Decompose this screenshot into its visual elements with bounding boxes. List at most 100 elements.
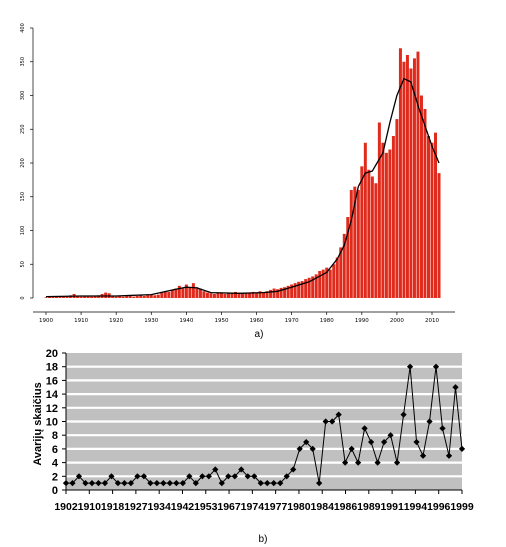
chart-a-bar [388, 149, 392, 298]
chart-a-bar [269, 289, 273, 298]
chart-b-x-tick-label: 1986 [334, 501, 358, 513]
chart-a-bar [104, 292, 108, 298]
chart-a-bar [233, 291, 237, 298]
chart-a-bar [311, 276, 315, 298]
chart-a-bar [286, 285, 290, 298]
chart-a-bar [381, 142, 385, 298]
chart-b-point [296, 445, 303, 453]
chart-a-bar [237, 292, 241, 298]
chart-a-bar [216, 292, 220, 298]
chart-b-x-tick-label: 1927 [124, 501, 148, 513]
chart-a-bar [297, 281, 301, 298]
chart-a-x-tick-label: 1900 [39, 318, 53, 324]
chart-b-caption: b) [259, 534, 268, 545]
chart-a-bar [142, 295, 146, 298]
chart-b-y-tick-label: 16 [46, 375, 58, 387]
chart-b-x-tick-label: 1991 [380, 501, 404, 513]
chart-a-x-tick-label: 1990 [355, 318, 369, 324]
chart-a-bar [244, 292, 248, 298]
chart-a-bar [416, 51, 420, 298]
chart-b-x-ticks: 1902 1910 1918 1927 1934 1942 1953 1967 1974 1977… [54, 490, 474, 513]
chart-b-x-tick-label: 1918 [101, 501, 125, 513]
chart-b-point [374, 459, 381, 466]
chart-a-bar [79, 296, 83, 298]
chart-b-y-tick-label: 12 [46, 403, 58, 415]
chart-a-bar [135, 295, 139, 298]
chart-a-bar [248, 293, 252, 298]
chart-a-bar [149, 294, 153, 298]
chart-a-bar [377, 122, 381, 298]
chart-a-bar [44, 297, 48, 298]
chart-a-bar [395, 119, 399, 298]
chart-b-point [218, 480, 225, 487]
chart-b-point [329, 418, 336, 425]
chart-a-x-ticks: 1900 1910 1920 1930 1940 1950 1960 1970 1980 1990… [39, 312, 439, 324]
chart-b-point [368, 438, 375, 446]
chart-a-bar [139, 295, 143, 298]
chart-a-x-tick-label: 1920 [109, 318, 123, 324]
chart-b-point [406, 363, 414, 370]
chart-b-y-tick-label: 0 [52, 485, 58, 497]
chart-b-point [147, 480, 154, 487]
chart-a-y-ticks: 0 50 100 150 200 250 300 350 400 [20, 23, 33, 300]
chart-a-bar [398, 48, 402, 298]
chart-a-bar [97, 295, 101, 298]
chart-b-x-tick-label: 1902 [54, 501, 78, 513]
chart-a-bar [156, 294, 160, 298]
chart-a-bar [293, 283, 297, 298]
chart-a-bar [65, 295, 69, 298]
chart-a-bar [125, 295, 129, 298]
chart-b-x-tick-label: 1934 [147, 501, 171, 513]
chart-a-bar [391, 136, 395, 298]
chart-b-y-tick-label: 10 [46, 417, 58, 429]
chart-a-bar [121, 296, 125, 298]
chart-b-point [426, 418, 433, 425]
chart-a-bar [353, 186, 357, 298]
chart-b-x-tick-label: 1994 [404, 501, 428, 513]
chart-b-y-tick-label: 4 [52, 458, 59, 470]
chart-a-bar [198, 288, 202, 298]
chart-b-point [257, 480, 264, 487]
chart-a-x-tick-label: 2010 [425, 318, 439, 324]
chart-a-bar [202, 291, 206, 298]
chart-a-bars [44, 48, 441, 298]
chart-b-point [413, 438, 420, 446]
chart-a-bar [111, 295, 115, 298]
chart-a-bar [412, 58, 416, 298]
chart-a-bar [430, 142, 434, 298]
chart-a-bar [346, 217, 350, 298]
chart-a-bar [314, 274, 318, 298]
chart-b-point [342, 459, 349, 466]
chart-a-bar [181, 288, 185, 298]
chart-b-y-tick-label: 20 [46, 348, 58, 360]
chart-b-x-tick-label: 1984 [311, 501, 335, 513]
chart-a-bar [153, 295, 157, 298]
chart-a-bar [177, 285, 181, 298]
chart-b-point [283, 473, 290, 480]
chart-b-point [309, 445, 316, 453]
chart-b-point [452, 384, 459, 391]
chart-a-bar [170, 289, 174, 298]
chart-a-bar [426, 136, 430, 298]
chart-b-point [361, 425, 368, 432]
chart-a-bar [255, 292, 259, 298]
chart-a-bar [332, 264, 336, 298]
chart-a-bar [195, 287, 199, 298]
chart-a-bar [76, 295, 80, 298]
chart-a-bar [374, 183, 378, 298]
chart-a-bar [86, 295, 90, 298]
chart-a-bar [209, 293, 213, 298]
chart-a-bar [409, 68, 413, 298]
chart-a-bar [251, 291, 255, 298]
chart-b-x-tick-label: 1989 [357, 501, 381, 513]
chart-b-y-tick-label: 6 [52, 444, 58, 456]
chart-a-y-tick-label: 50 [20, 261, 26, 267]
chart-a-bar [342, 233, 346, 298]
chart-a-x-tick-label: 1950 [214, 318, 228, 324]
chart-b-y-tick-label: 2 [52, 471, 58, 483]
chart-a-bar [356, 190, 360, 298]
chart-a-bar [349, 190, 353, 298]
chart-a-bar [321, 269, 325, 298]
